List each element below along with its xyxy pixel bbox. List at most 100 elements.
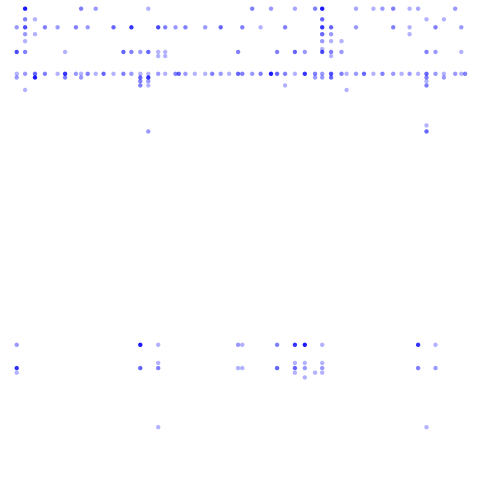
scatter-point xyxy=(22,71,28,77)
scatter-point xyxy=(240,71,245,77)
scatter-point xyxy=(146,129,151,134)
scatter-point xyxy=(32,32,38,37)
scatter-point xyxy=(302,360,307,366)
scatter-point xyxy=(407,32,412,37)
scatter-point xyxy=(320,32,325,37)
scatter-point xyxy=(339,49,344,55)
scatter-point xyxy=(138,365,143,371)
scatter-point xyxy=(320,360,325,366)
scatter-point xyxy=(320,49,325,55)
scatter-point xyxy=(407,71,412,77)
scatter-point xyxy=(14,25,19,30)
scatter-point xyxy=(258,71,263,77)
scatter-point xyxy=(399,71,404,77)
scatter-point xyxy=(138,83,143,88)
scatter-point xyxy=(22,6,28,11)
scatter-point xyxy=(328,49,334,55)
data-points xyxy=(14,6,468,430)
scatter-point xyxy=(371,6,376,11)
scatter-point xyxy=(433,49,438,55)
scatter-point xyxy=(163,49,168,55)
scatter-point xyxy=(250,6,255,11)
scatter-point xyxy=(274,365,280,371)
scatter-point xyxy=(14,342,19,347)
scatter-point xyxy=(282,25,288,30)
scatter-point xyxy=(129,71,134,77)
scatter-point xyxy=(146,49,151,55)
scatter-point xyxy=(22,17,28,22)
scatter-point xyxy=(210,71,215,77)
scatter-point xyxy=(163,71,168,77)
scatter-point xyxy=(129,25,134,30)
scatter-point xyxy=(240,365,245,371)
scatter-point xyxy=(274,71,280,77)
scatter-point xyxy=(163,25,168,30)
scatter-point xyxy=(433,342,438,347)
scatter-point xyxy=(14,370,19,375)
scatter-point xyxy=(433,71,438,77)
scatter-point xyxy=(339,39,344,44)
scatter-point xyxy=(138,71,143,77)
scatter-point xyxy=(93,71,98,77)
scatter-point xyxy=(240,342,245,347)
scatter-point xyxy=(339,71,344,77)
scatter-point xyxy=(415,342,421,347)
scatter-point xyxy=(380,71,385,77)
scatter-point xyxy=(62,49,68,55)
scatter-point xyxy=(268,6,274,11)
scatter-point xyxy=(441,75,447,80)
scatter-point xyxy=(176,71,181,77)
scatter-point xyxy=(42,25,48,30)
scatter-point xyxy=(218,25,223,30)
scatter-point xyxy=(424,129,429,134)
scatter-point xyxy=(146,83,151,88)
scatter-point xyxy=(240,25,245,30)
scatter-point xyxy=(391,71,396,77)
scatter-point xyxy=(173,25,178,30)
scatter-point xyxy=(85,25,90,30)
scatter-point xyxy=(328,39,334,44)
scatter-point xyxy=(282,83,288,88)
scatter-point xyxy=(218,71,223,77)
scatter-point xyxy=(459,49,464,55)
scatter-point xyxy=(73,25,79,30)
scatter-point xyxy=(453,71,458,77)
scatter-point xyxy=(302,71,307,77)
scatter-point xyxy=(312,370,318,375)
scatter-point xyxy=(433,365,438,371)
scatter-point xyxy=(320,370,325,375)
scatter-point xyxy=(203,71,208,77)
scatter-point xyxy=(312,6,318,11)
scatter-point xyxy=(459,71,464,77)
scatter-point xyxy=(203,25,208,30)
scatter-point xyxy=(55,25,60,30)
scatter-point xyxy=(328,53,334,59)
scatter-point xyxy=(424,75,429,80)
scatter-point xyxy=(320,71,325,77)
scatter-point xyxy=(22,25,28,30)
scatter-point xyxy=(192,71,197,77)
scatter-point xyxy=(462,71,468,77)
scatter-point xyxy=(441,71,447,77)
scatter-point xyxy=(407,6,412,11)
scatter-point xyxy=(93,6,98,11)
scatter-point xyxy=(101,71,106,77)
scatter-point xyxy=(459,25,464,30)
scatter-point xyxy=(156,71,161,77)
scatter-point xyxy=(156,360,161,366)
scatter-point xyxy=(32,75,38,80)
scatter-point xyxy=(78,6,84,11)
scatter-point xyxy=(320,6,325,11)
scatter-point xyxy=(146,71,151,77)
scatter-point xyxy=(453,6,458,11)
scatter-point xyxy=(424,17,429,22)
scatter-point xyxy=(433,25,438,30)
scatter-point xyxy=(328,71,334,77)
scatter-point xyxy=(424,83,429,88)
scatter-point xyxy=(320,25,325,30)
scatter-point xyxy=(22,32,28,37)
scatter-point xyxy=(183,71,188,77)
scatter-point xyxy=(320,75,325,80)
scatter-point xyxy=(292,370,298,375)
